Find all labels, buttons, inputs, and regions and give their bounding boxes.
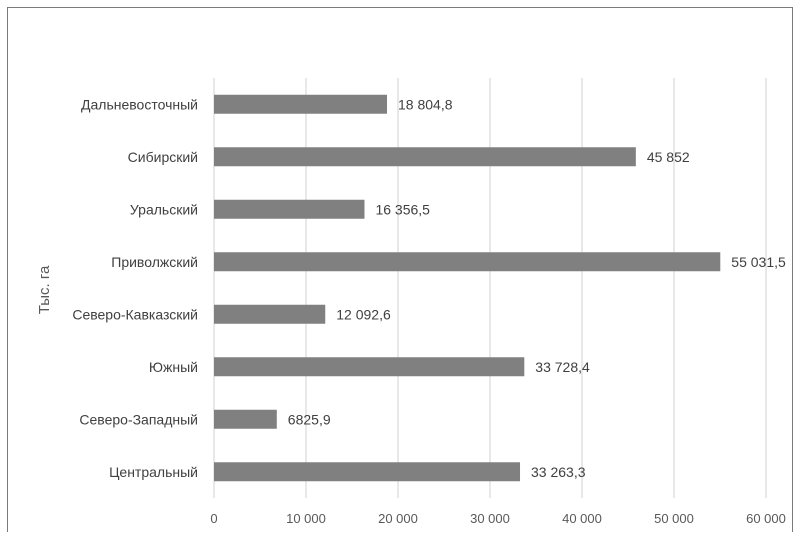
category-label: Сибирский [128, 149, 198, 165]
bar-2 [214, 199, 365, 219]
data-label: 6825,9 [288, 411, 331, 427]
data-label: 18 804,8 [398, 96, 453, 112]
chart-frame [7, 7, 793, 532]
x-tick-label: 50 000 [654, 511, 694, 526]
bar-0 [214, 94, 388, 114]
bar-3 [214, 252, 721, 272]
bar-5 [214, 357, 525, 377]
category-labels: Дальневосточный Сибирский Уральский Приволж… [72, 96, 198, 480]
category-label: Северо-Кавказский [72, 306, 198, 322]
data-labels: 18 804,8 45 852 16 356,5 55 031,5 12 092,6 33… [288, 96, 786, 480]
bars [214, 94, 721, 482]
data-label: 33 263,3 [531, 464, 586, 480]
data-label: 55 031,5 [731, 254, 786, 270]
bar-7 [214, 462, 521, 482]
x-tick-label: 30 000 [470, 511, 510, 526]
data-label: 12 092,6 [336, 306, 391, 322]
category-label: Приволжский [111, 254, 198, 270]
category-label: Южный [149, 359, 198, 375]
bar-1 [214, 147, 636, 167]
bar-4 [214, 304, 326, 324]
category-label: Дальневосточный [81, 96, 198, 112]
x-tick-label: 0 [210, 511, 217, 526]
x-tick-label: 10 000 [286, 511, 326, 526]
data-label: 33 728,4 [535, 359, 590, 375]
data-label: 16 356,5 [375, 201, 430, 217]
gridlines [213, 78, 767, 498]
x-tick-label: 40 000 [562, 511, 602, 526]
data-label: 45 852 [647, 149, 690, 165]
x-tick-labels: 0 10 000 20 000 30 000 40 000 50 000 60 000 [210, 511, 786, 526]
category-label: Северо-Западный [79, 411, 198, 427]
y-axis-title: Тыс. га [36, 265, 53, 314]
category-label: Центральный [109, 464, 198, 480]
category-label: Уральский [130, 201, 198, 217]
x-tick-label: 20 000 [378, 511, 418, 526]
bar-6 [214, 409, 277, 429]
x-tick-label: 60 000 [746, 511, 786, 526]
